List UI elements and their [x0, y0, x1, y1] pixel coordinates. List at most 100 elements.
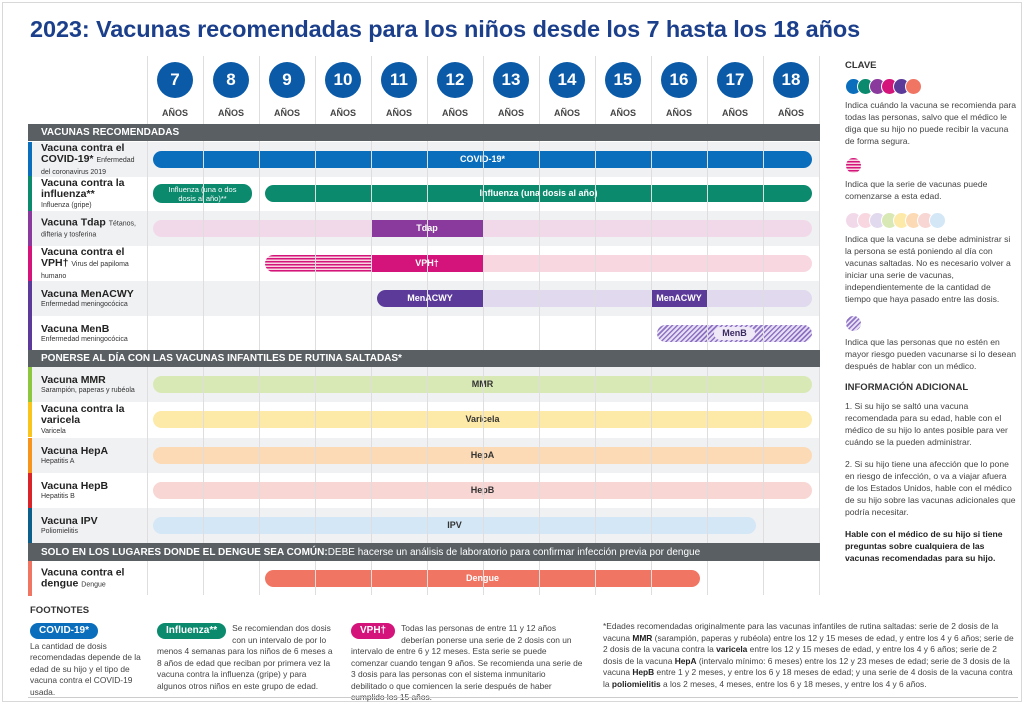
- age-unit-label: AÑOS: [161, 108, 188, 118]
- age-unit-label: AÑOS: [665, 108, 692, 118]
- age-header: 18 AÑOS: [763, 62, 819, 118]
- key-swatch: [845, 315, 862, 332]
- footnote-vph: VPH† Todas las personas de entre 11 y 12…: [351, 623, 583, 704]
- vaccine-name: Vacuna Tdap: [41, 216, 106, 228]
- bar-label: HepA: [471, 451, 495, 460]
- row-color-strip: [28, 281, 32, 316]
- footnotes-title: FOOTNOTES: [30, 605, 90, 616]
- vaccine-row: Vacuna MenACWY Enfermedad meningocócica M…: [28, 281, 820, 316]
- schedule-table: 7 AÑOS 8 AÑOS 9 AÑOS 10 AÑOS 11 AÑOS 12 AÑOS 13 AÑOS 1…: [28, 56, 820, 600]
- info-p2: 2. Si su hijo tiene una afección que lo …: [845, 459, 1016, 517]
- vaccine-label: Vacuna MMR Sarampión, paperas y rubéola: [41, 374, 145, 395]
- vaccine-row: Vacuna MMR Sarampión, paperas y rubéola M…: [28, 367, 820, 402]
- age-header: 10 AÑOS: [315, 62, 371, 118]
- age-circle: 13: [493, 62, 529, 98]
- bar-label: Dengue: [466, 574, 499, 583]
- age-circle: 9: [269, 62, 305, 98]
- vaccine-disease: Enfermedad meningocócica: [41, 335, 128, 343]
- vaccine-disease: Tétanos, difteria y tosferina: [41, 220, 136, 239]
- vaccine-name: Vacuna MMR: [41, 373, 106, 386]
- catchup-varicela: varicela: [716, 644, 748, 654]
- covid-footnote-text: La cantidad de dosis recomendadas depend…: [30, 640, 141, 697]
- age-circle: 17: [717, 62, 753, 98]
- age-unit-label: AÑOS: [777, 108, 804, 118]
- column-divider: [819, 56, 820, 595]
- vaccine-row: Vacuna Tdap Tétanos, difteria y tosferin…: [28, 211, 820, 246]
- vaccine-label: Vacuna IPV Poliomielitis: [41, 515, 145, 536]
- vaccine-disease: Hepatitis A: [41, 457, 75, 465]
- age-header: 15 AÑOS: [595, 62, 651, 118]
- column-divider: [707, 56, 708, 595]
- info-title: INFORMACIÓN ADICIONAL: [845, 382, 969, 393]
- age-unit-label: AÑOS: [553, 108, 580, 118]
- bar-segment-mmr: MMR: [153, 376, 812, 393]
- key-swatches: [845, 78, 1017, 96]
- section-title: PONERSE AL DÍA CON LAS VACUNAS INFANTILE…: [41, 353, 402, 364]
- row-color-strip: [28, 438, 32, 473]
- row-color-strip: [28, 473, 32, 508]
- vaccine-row: Vacuna HepA Hepatitis A HepA: [28, 438, 820, 473]
- bar-segment-influenzaunadosisalao: Influenza (una dosis al año): [265, 185, 812, 202]
- column-divider: [483, 56, 484, 595]
- row-color-strip: [28, 142, 32, 177]
- age-unit-label: AÑOS: [721, 108, 748, 118]
- row-color-strip: [28, 211, 32, 246]
- vaccine-label: Vacuna contra la varicela Varicela: [41, 402, 145, 436]
- row-color-strip: [28, 316, 32, 351]
- footnote-catchup: *Edades recomendadas originalmente para …: [603, 621, 1015, 690]
- vaccine-row: Vacuna contra la influenza** Influenza (…: [28, 176, 820, 211]
- flu-footnote-text: Se recomiendan dos dosis con un interval…: [157, 623, 333, 691]
- row-color-strip: [28, 508, 32, 543]
- catchup-text: entre los 12 y 15 meses de edad, y entre…: [603, 644, 997, 666]
- vaccine-disease: Sarampión, paperas y rubéola: [41, 386, 135, 394]
- age-unit-label: AÑOS: [609, 108, 636, 118]
- age-header: 11 AÑOS: [371, 62, 427, 118]
- key-description: Indica que la serie de vacunas puede com…: [845, 179, 988, 201]
- age-header: 13 AÑOS: [483, 62, 539, 118]
- key-swatch: [845, 157, 862, 174]
- vaccine-label: Vacuna contra la influenza** Influenza (…: [41, 177, 145, 210]
- vaccine-name: Vacuna contra la varicela: [41, 402, 125, 426]
- page-title: 2023: Vacunas recomendadas para los niño…: [30, 16, 861, 42]
- bar-segment-covid19: COVID-19*: [153, 151, 812, 168]
- bar-label: Varicela: [465, 415, 499, 424]
- catchup-text: a los 2 meses, 4 meses, entre los 6 y 18…: [660, 678, 927, 689]
- row-color-strip: [28, 176, 32, 211]
- bar-label: IPV: [447, 520, 462, 530]
- bar-segment-varicela: Varicela: [153, 411, 812, 428]
- column-divider: [763, 56, 764, 595]
- column-divider: [315, 56, 316, 595]
- key-description: Indica que la vacuna se debe administrar…: [845, 234, 1011, 304]
- age-unit-label: AÑOS: [217, 108, 244, 118]
- catchup-text: (intervalo mínimo: 6 meses) entre los 12…: [603, 655, 1010, 678]
- section-header: PONERSE AL DÍA CON LAS VACUNAS INFANTILE…: [28, 350, 820, 367]
- bar-segment-dengue: Dengue: [265, 570, 700, 587]
- bar-segment-menacwy: MenACWY: [377, 290, 483, 307]
- bar-segment-hepb: HepB: [153, 482, 812, 499]
- column-divider: [147, 56, 148, 595]
- bar-segment-light: [483, 220, 812, 237]
- bar-label: MenACWY: [407, 293, 453, 303]
- vph-badge: VPH†: [351, 623, 396, 639]
- footnote-covid: COVID-19* La cantidad de dosis recomenda…: [30, 623, 142, 698]
- age-header: 17 AÑOS: [707, 62, 763, 118]
- bottom-divider: [28, 697, 1018, 698]
- age-circle: 10: [325, 62, 361, 98]
- bar-label: Influenza (una dosis al año): [479, 188, 598, 198]
- key-swatches: [845, 212, 1017, 230]
- bar-segment-light: [483, 290, 651, 307]
- age-circle: 12: [437, 62, 473, 98]
- bar-segment-hstripe: [265, 255, 371, 272]
- bar-label: Influenza (una o dos dosis al año)**: [168, 184, 237, 203]
- bar-label: HepB: [471, 486, 495, 495]
- covid-badge: COVID-19*: [30, 623, 99, 639]
- section-note: DEBE hacerse un análisis de laboratorio …: [327, 546, 701, 558]
- vaccine-name: Vacuna HepB: [41, 479, 109, 492]
- bar-segment-light: [153, 220, 371, 237]
- bar-label: MenACWY: [656, 293, 702, 303]
- vaccine-name: Vacuna contra el VPH†: [41, 245, 125, 269]
- vaccine-disease: Influenza (gripe): [41, 201, 92, 209]
- catchup-hepb: HepB: [632, 667, 655, 677]
- vaccine-disease: Hepatitis B: [41, 492, 75, 500]
